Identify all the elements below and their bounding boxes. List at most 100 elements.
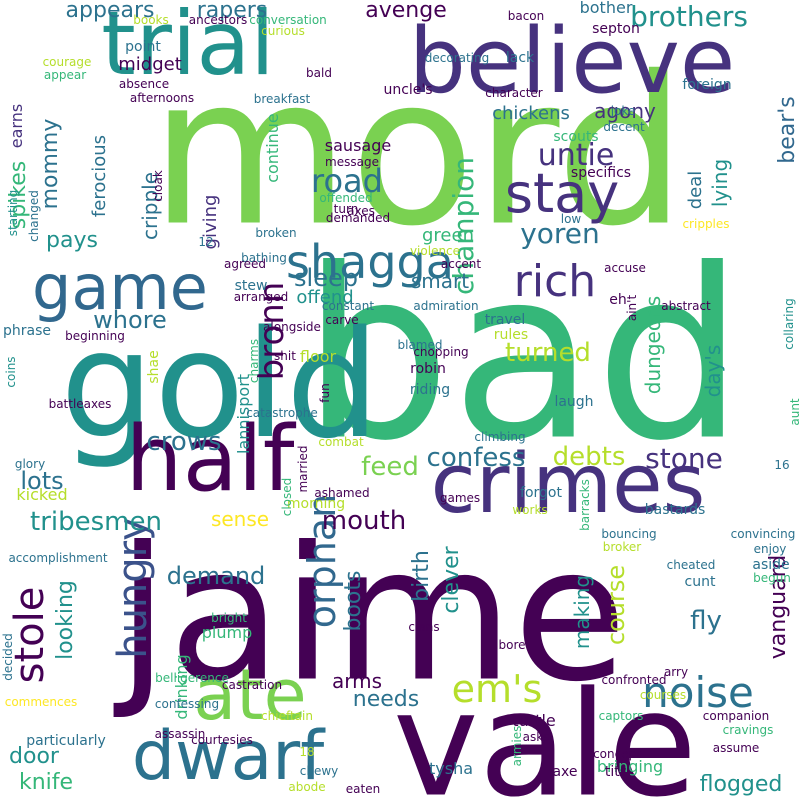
word: confronted: [601, 673, 667, 687]
word: sense: [210, 507, 270, 531]
word: ancestors: [188, 13, 248, 27]
word: stole: [7, 586, 53, 684]
word: rapers: [196, 0, 268, 23]
word: catastrophe: [246, 406, 318, 420]
word: turn: [333, 202, 359, 216]
word: sleep: [294, 264, 358, 292]
word: game: [32, 251, 208, 324]
word: aside: [752, 557, 790, 573]
word: stone: [645, 442, 723, 475]
word: blamed: [397, 338, 443, 352]
word: avenge: [365, 0, 447, 23]
word: specifics: [570, 165, 632, 181]
word: offend: [296, 287, 354, 308]
word: assume: [712, 741, 760, 755]
word: confessing: [154, 697, 220, 711]
word: eh: [609, 292, 627, 308]
word: offended: [319, 191, 373, 205]
word: conversation: [249, 13, 327, 27]
word: mommy: [38, 118, 63, 210]
word: coins: [4, 356, 18, 388]
word: bathing: [241, 251, 287, 265]
word: axe: [552, 764, 578, 780]
word: shit: [274, 349, 296, 363]
word: clever: [439, 546, 464, 614]
word: glory: [14, 457, 46, 471]
word: green: [422, 225, 474, 246]
word: concept: [593, 747, 641, 761]
word: accent: [440, 257, 482, 271]
word: decided: [1, 633, 15, 681]
word: captors: [598, 709, 644, 723]
word: carve: [325, 313, 359, 327]
word: road: [311, 162, 383, 200]
word: enjoy: [753, 542, 787, 556]
word: bringing: [596, 757, 664, 776]
word: sausage: [324, 136, 392, 155]
word: gold: [60, 299, 380, 471]
word: yoren: [520, 217, 600, 250]
word: chieftain: [261, 709, 313, 723]
word: shagga: [286, 235, 454, 289]
word: abode: [288, 780, 326, 794]
word: crows: [146, 427, 222, 457]
word: ferocious: [89, 134, 110, 218]
word: mouth: [321, 506, 407, 536]
word: ate: [193, 654, 307, 736]
word: robin: [410, 361, 446, 377]
word: courage: [42, 55, 92, 69]
word: convincing: [730, 527, 796, 541]
word: absence: [118, 77, 170, 91]
word: eaten: [345, 782, 381, 796]
word: stay: [504, 162, 620, 225]
word: earns: [7, 103, 26, 149]
word: constant: [321, 299, 375, 313]
word: bacon: [507, 9, 545, 23]
word: shae: [146, 350, 162, 384]
word: day's: [701, 344, 725, 398]
word: cripples: [682, 217, 730, 231]
word: belligerence: [155, 671, 229, 685]
word: low: [560, 212, 582, 226]
word: aunt: [788, 398, 800, 426]
word: curious: [261, 24, 305, 38]
word: uncle's: [383, 82, 433, 98]
word: morning: [286, 496, 346, 512]
word: travel: [484, 312, 526, 328]
word: starting: [6, 189, 20, 237]
word: climbing: [474, 430, 526, 444]
word: agreed: [223, 257, 267, 271]
word: phrase: [2, 323, 52, 339]
word: pays: [46, 228, 98, 253]
word: changed: [27, 190, 41, 242]
word: em's: [451, 667, 543, 711]
word: knife: [18, 770, 74, 795]
word: appears: [65, 0, 155, 23]
word: abstract: [661, 299, 711, 313]
word: character: [485, 86, 543, 100]
word: fly: [690, 606, 722, 636]
word: ain't: [625, 294, 639, 322]
word: lying: [708, 158, 732, 208]
word: confess: [426, 443, 526, 473]
word: agony: [594, 99, 656, 123]
word: games: [439, 491, 481, 505]
word: bore: [498, 638, 526, 652]
word: floor: [299, 347, 337, 366]
word: half: [125, 407, 295, 512]
word: riding: [409, 382, 451, 398]
word: bright: [211, 611, 247, 625]
word: birth: [409, 550, 434, 602]
word: breakfast: [253, 92, 311, 106]
word: rules: [493, 327, 529, 343]
word: laugh: [554, 394, 594, 410]
word: bastards: [644, 502, 706, 518]
word: appear: [43, 68, 87, 82]
word: feed: [361, 452, 419, 482]
word: courtesies: [191, 733, 253, 747]
word: cravings: [722, 723, 774, 737]
word: point: [125, 39, 161, 55]
word: continue: [263, 113, 282, 183]
word: trial: [101, 0, 275, 95]
word: chewy: [299, 764, 339, 778]
